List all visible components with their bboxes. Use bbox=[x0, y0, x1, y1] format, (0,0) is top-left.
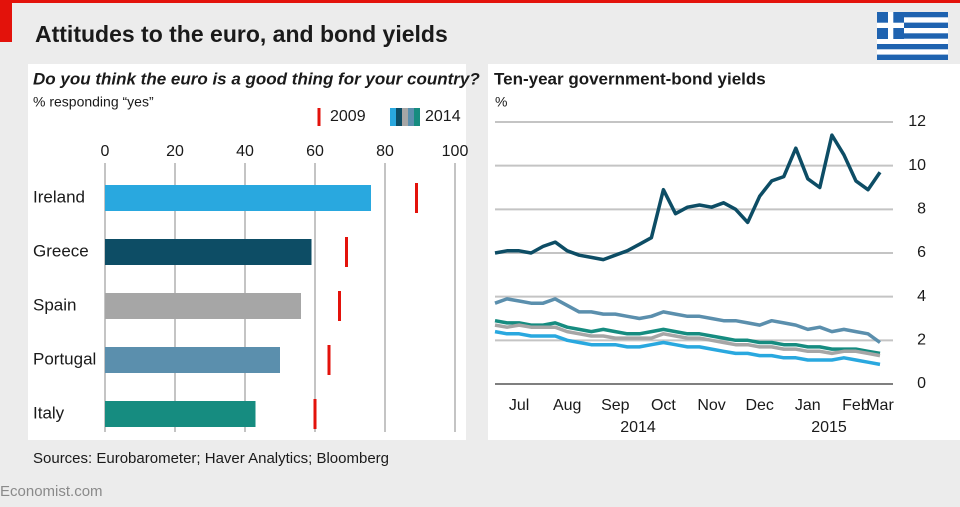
legend-swatch bbox=[408, 108, 414, 126]
y-tick-label: 10 bbox=[908, 157, 926, 174]
x-tick-label: Mar bbox=[866, 397, 894, 414]
greek-flag bbox=[877, 12, 948, 60]
y-tick-label: 12 bbox=[908, 113, 926, 130]
y-tick-label: Portugal bbox=[33, 349, 96, 368]
y-tick-label: 0 bbox=[917, 375, 926, 392]
x-tick-label: Sep bbox=[601, 397, 630, 414]
bar bbox=[105, 185, 371, 211]
x-tick-label: Jan bbox=[795, 397, 821, 414]
bar bbox=[105, 293, 301, 319]
y-tick-label: 8 bbox=[917, 201, 926, 218]
y-tick-label: Italy bbox=[33, 403, 65, 422]
source: Sources: Eurobarometer; Haver Analytics;… bbox=[33, 450, 389, 467]
x-tick-label: Dec bbox=[745, 397, 773, 414]
x-tick-label: Jul bbox=[509, 397, 529, 414]
bar bbox=[105, 401, 256, 427]
x-tick-label: 0 bbox=[101, 143, 110, 160]
x-tick-label: Oct bbox=[651, 397, 676, 414]
line bbox=[494, 329, 881, 367]
legend-swatch bbox=[402, 108, 408, 126]
x-tick-label: 40 bbox=[236, 143, 254, 160]
line bbox=[494, 318, 881, 356]
x-tick-label: Aug bbox=[553, 397, 581, 414]
y-tick-label: Greece bbox=[33, 241, 89, 260]
bar bbox=[105, 239, 312, 265]
legend-swatch bbox=[414, 108, 420, 126]
x-tick-label: 20 bbox=[166, 143, 184, 160]
top-rule bbox=[0, 0, 960, 3]
bar bbox=[105, 347, 280, 373]
line bbox=[494, 323, 881, 358]
right-title: Ten-year government-bond yields bbox=[494, 69, 766, 88]
y-tick-label: Ireland bbox=[33, 187, 85, 206]
left-title: Do you think the euro is a good thing fo… bbox=[33, 69, 480, 88]
y-tick-label: 2 bbox=[917, 332, 926, 349]
line bbox=[494, 297, 882, 344]
line bbox=[494, 133, 882, 262]
x-tick-label: Nov bbox=[697, 397, 725, 414]
page-title: Attitudes to the euro, and bond yields bbox=[35, 21, 448, 47]
y-tick-label: 6 bbox=[917, 244, 926, 261]
legend-label: 2009 bbox=[330, 108, 366, 125]
x-tick-label: 60 bbox=[306, 143, 324, 160]
x-tick-label: Feb bbox=[842, 397, 870, 414]
x-tick-label: 100 bbox=[442, 143, 469, 160]
right-subtitle: % bbox=[495, 94, 507, 110]
x-tick-label: 80 bbox=[376, 143, 394, 160]
footer: Economist.com bbox=[0, 483, 103, 500]
left-subtitle: % responding “yes” bbox=[33, 94, 154, 110]
year-label: 2015 bbox=[811, 419, 847, 436]
year-label: 2014 bbox=[620, 419, 656, 436]
y-tick-label: 4 bbox=[917, 288, 926, 305]
y-tick-label: Spain bbox=[33, 295, 76, 314]
legend-swatch bbox=[396, 108, 402, 126]
red-tag bbox=[0, 0, 12, 42]
legend-label: 2014 bbox=[425, 108, 461, 125]
legend-swatch bbox=[390, 108, 396, 126]
